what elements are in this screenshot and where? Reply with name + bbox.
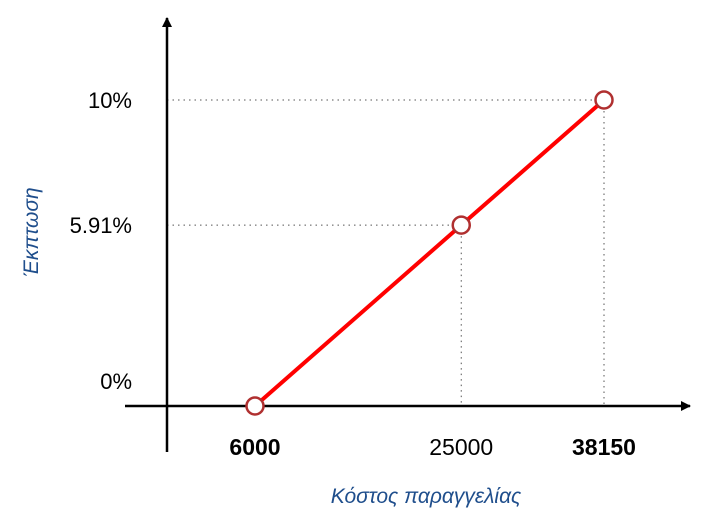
data-point <box>245 396 265 416</box>
x-tick-label: 25000 <box>429 434 493 460</box>
x-axis-title: Κόστος παραγγελίας <box>331 485 522 508</box>
y-tick-label: 10% <box>88 88 132 113</box>
data-point <box>451 215 472 235</box>
y-tick-label: 5.91% <box>70 213 132 238</box>
data-point <box>594 90 614 110</box>
series-line <box>253 98 606 408</box>
series-group <box>245 90 614 416</box>
y-tick-label: 0% <box>100 369 132 394</box>
x-tick-label: 38150 <box>572 434 636 460</box>
guide-lines <box>167 99 605 406</box>
y-axis-title: Έκπτωση <box>20 187 43 276</box>
x-tick-label: 6000 <box>229 434 280 460</box>
tick-labels: 6000 25000 38150 0% 5.91% 10% <box>70 88 636 460</box>
